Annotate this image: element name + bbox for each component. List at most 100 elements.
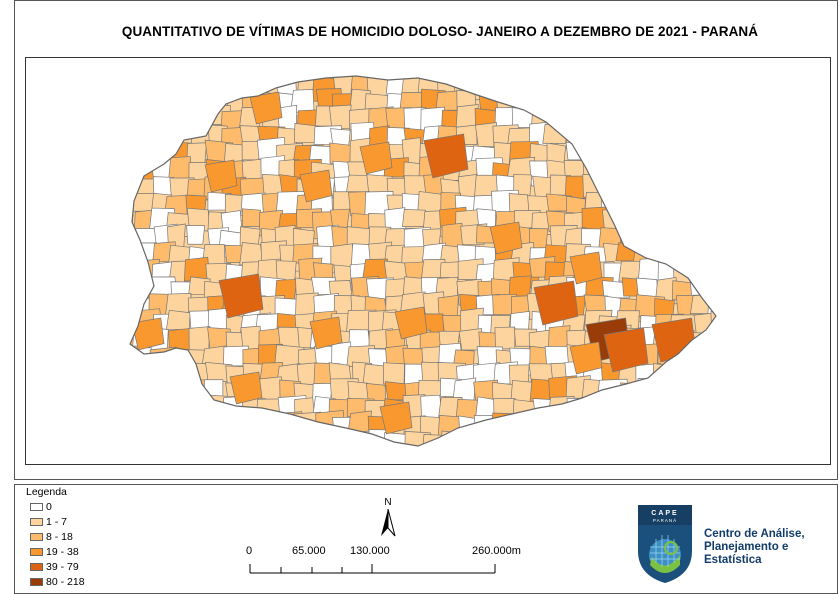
municipality xyxy=(797,175,821,199)
municipality xyxy=(583,102,605,130)
municipality-polygons xyxy=(26,58,832,466)
municipality xyxy=(654,209,676,235)
municipality xyxy=(80,124,103,148)
municipality xyxy=(817,416,832,443)
municipality xyxy=(313,433,337,446)
municipality xyxy=(670,160,696,187)
municipality xyxy=(365,76,386,81)
municipality xyxy=(638,158,664,180)
municipality-highlight xyxy=(489,221,523,255)
municipality xyxy=(617,178,640,197)
municipality xyxy=(779,111,807,133)
municipality xyxy=(255,398,282,426)
municipality xyxy=(149,381,174,411)
legend-item: 1 - 7 xyxy=(30,516,67,528)
municipality xyxy=(41,207,62,232)
municipality xyxy=(494,326,516,350)
municipality xyxy=(134,143,166,167)
municipality xyxy=(652,432,677,446)
municipality xyxy=(44,452,70,466)
municipality xyxy=(801,433,828,452)
municipality xyxy=(528,430,552,446)
municipality xyxy=(711,157,716,178)
municipality xyxy=(26,446,51,466)
municipality xyxy=(132,347,154,373)
north-arrow-icon xyxy=(381,508,396,537)
municipality xyxy=(745,107,768,125)
municipality xyxy=(100,429,127,448)
municipality xyxy=(782,122,805,147)
municipality xyxy=(81,279,108,299)
municipality xyxy=(728,399,752,426)
municipality xyxy=(743,177,770,199)
municipality xyxy=(100,344,125,371)
municipality xyxy=(564,431,587,446)
north-arrow: N xyxy=(378,497,398,539)
parana-map xyxy=(26,58,832,466)
municipality xyxy=(273,432,299,446)
municipality xyxy=(798,228,824,253)
municipality xyxy=(583,125,604,150)
municipality xyxy=(545,76,574,92)
municipality xyxy=(101,109,123,129)
municipality xyxy=(672,398,692,419)
municipality xyxy=(477,446,499,464)
municipality xyxy=(26,396,51,420)
municipality xyxy=(689,242,712,266)
municipality xyxy=(96,60,118,80)
municipality xyxy=(81,329,101,349)
municipality xyxy=(710,274,716,302)
municipality xyxy=(709,247,716,272)
municipality xyxy=(60,343,85,368)
municipality xyxy=(64,433,86,451)
municipality xyxy=(814,361,832,381)
municipality xyxy=(710,327,716,354)
municipality xyxy=(781,259,801,277)
municipality-highlight xyxy=(229,371,263,405)
municipality xyxy=(779,178,802,198)
municipality xyxy=(314,445,340,446)
municipality xyxy=(820,446,832,466)
municipality xyxy=(149,346,177,375)
municipality xyxy=(800,213,823,240)
municipality xyxy=(814,280,832,300)
municipality xyxy=(329,104,352,129)
municipality xyxy=(653,194,677,213)
municipality xyxy=(691,225,716,255)
municipality xyxy=(621,122,644,146)
municipality xyxy=(59,178,89,203)
municipality xyxy=(797,58,821,74)
municipality xyxy=(744,246,767,266)
municipality xyxy=(61,90,81,109)
municipality xyxy=(454,430,479,446)
municipality xyxy=(689,76,715,79)
municipality xyxy=(63,58,89,78)
legend-item: 39 - 79 xyxy=(30,561,79,573)
municipality xyxy=(783,73,805,92)
municipality xyxy=(729,296,753,321)
municipality xyxy=(746,89,776,110)
municipality xyxy=(130,76,140,93)
municipality xyxy=(94,195,124,220)
municipality xyxy=(439,430,464,446)
municipality xyxy=(78,227,101,253)
municipality xyxy=(237,76,266,99)
municipality xyxy=(711,107,716,126)
cape-logo: CAPE PARANÁ xyxy=(636,503,694,585)
legend-swatch xyxy=(30,563,43,571)
municipality xyxy=(81,347,107,376)
municipality xyxy=(130,347,139,376)
municipality xyxy=(780,58,807,82)
municipality xyxy=(617,396,644,422)
municipality xyxy=(47,380,75,399)
municipality xyxy=(26,278,47,307)
municipality xyxy=(729,312,756,332)
municipality xyxy=(710,361,716,385)
legend-item: 80 - 218 xyxy=(30,576,85,588)
municipality xyxy=(816,141,832,161)
municipality xyxy=(653,105,678,127)
municipality xyxy=(603,76,624,77)
municipality xyxy=(130,107,137,131)
municipality xyxy=(637,105,662,127)
municipality xyxy=(622,192,646,217)
